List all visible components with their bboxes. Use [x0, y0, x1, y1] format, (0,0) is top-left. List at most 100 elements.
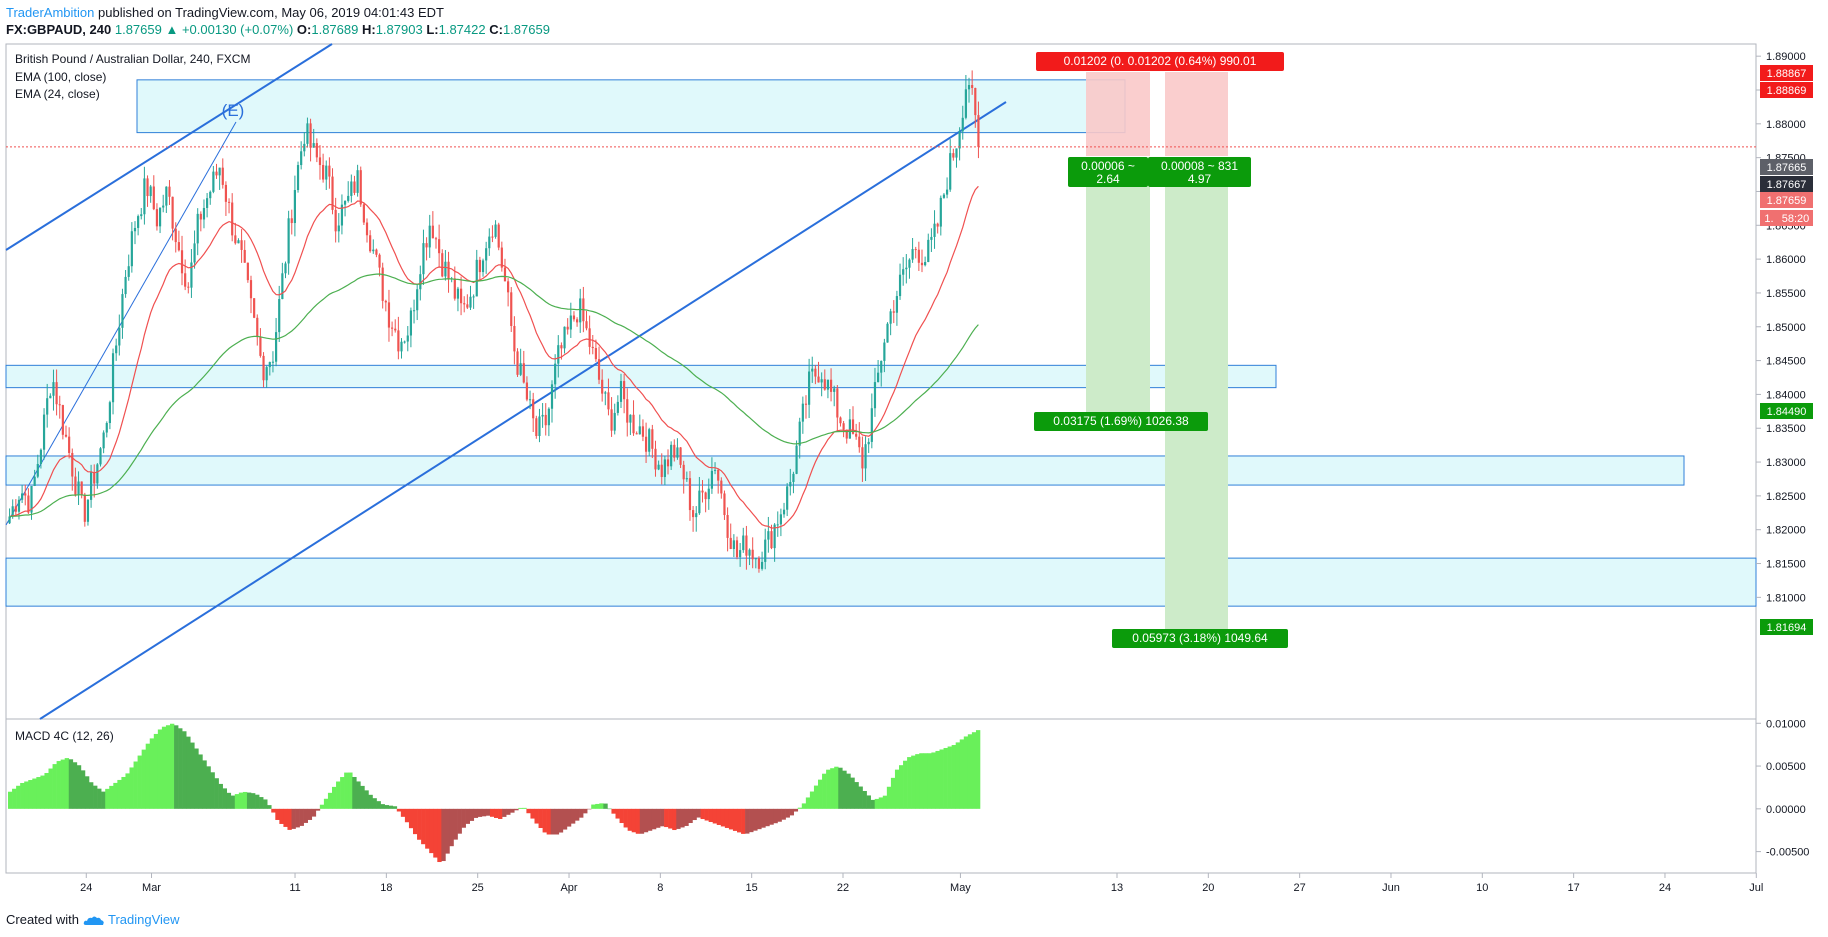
target-tag-1[interactable]: 0.00006 ~2.64: [1068, 157, 1148, 187]
published-text: published on TradingView.com, May 06, 20…: [98, 5, 444, 20]
macd-bar: [562, 808, 568, 830]
candle-body: [36, 463, 39, 477]
target-tag-3[interactable]: 0.03175 (1.69%) 1026.38: [1034, 412, 1208, 431]
macd-bar: [603, 803, 608, 809]
target-tag-4[interactable]: 0.05973 (3.18%) 1049.64: [1112, 629, 1288, 648]
macd-bar: [101, 791, 106, 809]
candle-body: [152, 186, 155, 210]
stop-loss-tag[interactable]: 0.01202 (0. 0.01202 (0.64%) 990.01: [1036, 52, 1284, 71]
macd-bar: [283, 808, 288, 827]
candle-body: [64, 434, 68, 437]
candlestick-series: [8, 70, 980, 573]
macd-bar: [587, 808, 592, 810]
candle-body: [544, 414, 547, 426]
candle-body: [33, 476, 36, 486]
candle-body: [864, 444, 867, 469]
candle-body: [613, 412, 616, 431]
author-link[interactable]: TraderAmbition: [6, 5, 95, 20]
macd-bar: [724, 808, 730, 828]
price-zone-1[interactable]: [136, 79, 1126, 134]
price-zone-2[interactable]: [5, 364, 1277, 389]
candle-body: [974, 87, 977, 116]
candle-body: [776, 524, 779, 526]
macd-bar: [242, 791, 248, 809]
macd-bar: [870, 799, 875, 809]
macd-bar: [745, 808, 750, 834]
target-zone-2[interactable]: [1165, 187, 1228, 632]
macd-bar: [761, 808, 766, 828]
macd-bar: [660, 808, 665, 827]
price-axis: 1.890001.885001.880001.875001.870001.865…: [1756, 51, 1806, 604]
macd-bar: [186, 736, 191, 809]
candle-body: [262, 355, 265, 381]
macd-bar: [48, 768, 53, 809]
price-tick-label: 1.85500: [1766, 288, 1806, 300]
candle-body: [215, 171, 218, 176]
candle-body: [597, 359, 601, 380]
macd-bar: [20, 782, 25, 809]
candle-body: [823, 379, 826, 390]
wave-e-label[interactable]: (E): [222, 101, 245, 120]
macd-bar: [425, 808, 430, 849]
candle-body: [187, 286, 190, 288]
tradingview-link[interactable]: TradingView: [108, 912, 180, 927]
macd-bar: [838, 767, 843, 809]
candle-body: [757, 558, 761, 569]
candle-body: [68, 436, 71, 453]
macd-bar: [165, 725, 171, 809]
macd-bar: [340, 777, 345, 809]
legend-macd: MACD 4C (12, 26): [15, 729, 114, 743]
macd-bar: [372, 798, 377, 809]
macd-bar: [826, 769, 831, 809]
macd-bar: [413, 808, 418, 835]
price-tick-label: 1.82500: [1766, 491, 1806, 503]
candle-body: [11, 506, 14, 517]
candle-body: [867, 441, 870, 445]
axis-price-label-text: 1.87667: [1767, 179, 1807, 191]
time-tick-label: 15: [746, 882, 758, 894]
candle-body: [71, 452, 74, 477]
stop-zone-1[interactable]: [1086, 72, 1150, 156]
macd-bar: [465, 808, 470, 824]
candle-body: [177, 242, 180, 251]
candle-body: [880, 360, 883, 373]
macd-bar: [210, 772, 215, 809]
candle-body: [811, 368, 814, 372]
candle-body: [30, 485, 33, 513]
macd-bar: [417, 808, 422, 840]
candle-body: [905, 267, 908, 270]
macd-bar: [899, 765, 904, 809]
candle-body: [836, 388, 839, 418]
lower-channel-line[interactable]: [39, 101, 1007, 720]
macd-bar: [263, 799, 268, 809]
macd-bar: [384, 805, 389, 809]
axis-price-label-text: 1.88869: [1767, 85, 1807, 97]
macd-bar: [307, 808, 313, 820]
upper-channel-line[interactable]: [5, 43, 333, 251]
price-zone-4[interactable]: [5, 557, 1757, 607]
macd-bar: [818, 779, 823, 809]
candle-body: [817, 376, 820, 383]
candle-body: [202, 207, 206, 220]
candle-body: [190, 262, 193, 288]
candle-body: [184, 273, 187, 287]
candle-body: [601, 379, 604, 394]
stop-zone-2[interactable]: [1165, 72, 1228, 156]
candle-body: [412, 310, 416, 312]
macd-bar: [688, 808, 693, 824]
macd-bar: [255, 794, 260, 809]
target-tag-3-text: 0.03175 (1.69%) 1026.38: [1053, 414, 1189, 428]
time-tick-label: 11: [289, 882, 300, 894]
price-tick-label: 1.83500: [1766, 423, 1806, 435]
candle-body: [296, 165, 300, 191]
candle-body: [735, 540, 739, 558]
target-zone-1[interactable]: [1086, 187, 1150, 420]
price-tick-label: 1.82000: [1766, 525, 1806, 537]
candle-body: [764, 539, 767, 562]
price-zone-3[interactable]: [5, 455, 1685, 486]
ema100-line[interactable]: [9, 273, 979, 518]
macd-bar: [797, 807, 803, 809]
ema24-line[interactable]: [9, 185, 979, 529]
